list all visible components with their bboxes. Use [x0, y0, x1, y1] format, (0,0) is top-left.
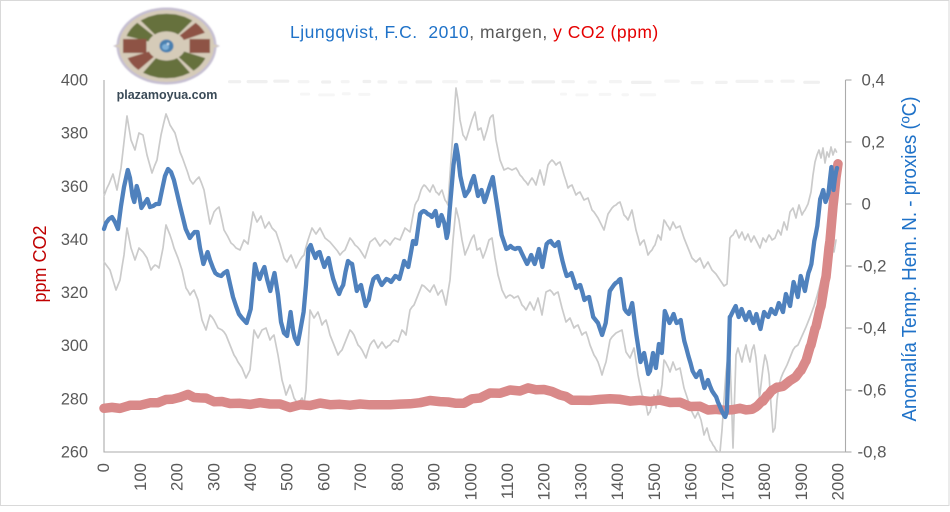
svg-text:-0,6: -0,6 — [858, 381, 887, 400]
svg-text:1000: 1000 — [461, 463, 480, 500]
svg-text:-0,4: -0,4 — [858, 319, 887, 338]
svg-text:0,2: 0,2 — [862, 133, 885, 152]
svg-text:1600: 1600 — [682, 463, 701, 500]
svg-text:1800: 1800 — [755, 463, 774, 500]
svg-text:300: 300 — [61, 337, 88, 355]
svg-text:0: 0 — [94, 463, 113, 472]
svg-text:400: 400 — [241, 463, 260, 491]
svg-text:1300: 1300 — [572, 463, 591, 500]
svg-text:100: 100 — [131, 463, 150, 491]
svg-text:320: 320 — [61, 284, 88, 302]
svg-text:0,4: 0,4 — [862, 71, 885, 90]
svg-text:2000: 2000 — [829, 463, 848, 500]
svg-text:1100: 1100 — [498, 463, 517, 499]
svg-text:260: 260 — [61, 444, 88, 462]
svg-text:ppm CO2: ppm CO2 — [30, 225, 50, 302]
svg-text:380: 380 — [61, 125, 88, 143]
svg-text:300: 300 — [204, 463, 223, 491]
svg-text:-0,2: -0,2 — [858, 257, 887, 276]
svg-text:Anomalía Temp. Hem. N. - proxi: Anomalía Temp. Hem. N. - proxies (ºC) — [899, 97, 921, 422]
svg-text:800: 800 — [388, 463, 407, 491]
svg-text:plazamoyua.com: plazamoyua.com — [117, 88, 218, 102]
svg-text:400: 400 — [61, 72, 88, 90]
svg-text:Ljungqvist, F.C. 2010, margen: Ljungqvist, F.C. 2010, margen, y CO2 (pp… — [290, 22, 659, 42]
svg-text:600: 600 — [314, 463, 333, 491]
svg-text:200: 200 — [168, 463, 187, 491]
svg-text:0: 0 — [862, 195, 871, 214]
svg-text:-0,8: -0,8 — [858, 443, 887, 462]
svg-text:340: 340 — [61, 231, 88, 249]
svg-text:1700: 1700 — [718, 463, 737, 500]
svg-text:1500: 1500 — [645, 463, 664, 500]
svg-text:1200: 1200 — [535, 463, 554, 500]
svg-text:1900: 1900 — [792, 463, 811, 500]
svg-text:1400: 1400 — [608, 463, 627, 500]
svg-text:700: 700 — [351, 463, 370, 491]
svg-text:360: 360 — [61, 178, 88, 196]
svg-text:900: 900 — [425, 463, 444, 491]
svg-text:280: 280 — [61, 390, 88, 408]
svg-text:500: 500 — [278, 463, 297, 491]
